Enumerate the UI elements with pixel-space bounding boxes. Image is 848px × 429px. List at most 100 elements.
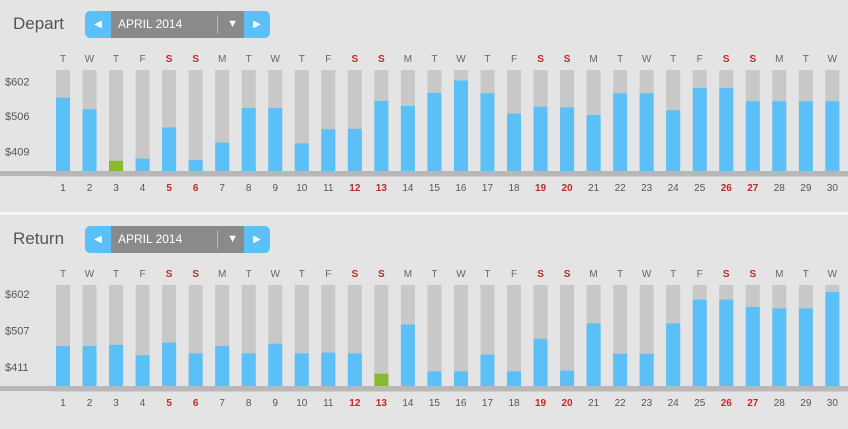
return-weekday-label: S (192, 269, 199, 280)
depart-price-bar[interactable] (268, 108, 283, 171)
return-price-bar[interactable] (188, 353, 203, 386)
return-weekday-label: F (511, 269, 517, 280)
return-price-bar[interactable] (586, 323, 601, 386)
return-weekday-label: S (378, 269, 385, 280)
depart-day-number: 2 (87, 183, 93, 194)
depart-price-bar[interactable] (692, 88, 707, 171)
depart-weekday-label: S (564, 54, 571, 65)
return-day-number: 22 (615, 398, 627, 409)
depart-price-bar[interactable] (798, 101, 813, 171)
depart-weekday-label: M (589, 54, 597, 65)
depart-price-bar[interactable] (639, 93, 654, 171)
return-price-bar[interactable] (507, 371, 522, 386)
return-price-bar[interactable] (533, 338, 548, 386)
return-price-bar[interactable] (745, 306, 760, 386)
return-price-bar[interactable] (798, 308, 813, 386)
return-price-bar[interactable] (453, 371, 468, 386)
depart-price-bar[interactable] (321, 129, 336, 171)
return-price-bar[interactable] (374, 373, 389, 386)
depart-weekday-label: T (431, 54, 437, 65)
depart-price-bar[interactable] (772, 101, 787, 171)
depart-price-bar[interactable] (294, 143, 309, 171)
depart-weekday-label: T (246, 54, 252, 65)
return-price-bar[interactable] (639, 353, 654, 386)
depart-price-bar[interactable] (480, 93, 495, 171)
return-price-bar[interactable] (268, 343, 283, 386)
return-price-bar[interactable] (772, 308, 787, 386)
return-weekday-label: S (564, 269, 571, 280)
depart-price-bar[interactable] (586, 115, 601, 171)
return-price-bar[interactable] (294, 353, 309, 386)
depart-price-bar[interactable] (82, 109, 97, 171)
return-day-number: 20 (562, 398, 574, 409)
return-prev-month-button[interactable]: ◀ (85, 226, 111, 253)
return-day-number: 26 (721, 398, 733, 409)
depart-day-number: 4 (140, 183, 146, 194)
return-day-number: 24 (668, 398, 680, 409)
panel-separator (0, 212, 848, 215)
depart-price-bar[interactable] (215, 142, 230, 171)
return-price-bar[interactable] (82, 346, 97, 386)
return-price-bar[interactable] (400, 324, 415, 386)
return-price-bar[interactable] (321, 352, 336, 386)
depart-price-bar[interactable] (400, 105, 415, 171)
depart-price-bar[interactable] (825, 101, 840, 171)
depart-price-bar[interactable] (374, 100, 389, 171)
return-price-bar[interactable] (427, 371, 442, 386)
depart-price-bar[interactable] (347, 128, 362, 171)
return-bar-track (374, 285, 389, 386)
depart-price-bar[interactable] (241, 108, 256, 171)
return-weekday-label: T (246, 269, 252, 280)
triangle-down-icon: ▼ (227, 233, 238, 245)
depart-price-bar[interactable] (453, 80, 468, 171)
depart-price-bar[interactable] (533, 106, 548, 171)
return-day-number: 1 (60, 398, 66, 409)
return-weekday-label: S (749, 269, 756, 280)
depart-weekday-label: F (511, 54, 517, 65)
return-price-bar[interactable] (56, 346, 70, 386)
depart-prev-month-button[interactable]: ◀ (85, 11, 111, 38)
depart-price-bar[interactable] (109, 160, 124, 171)
depart-price-bar[interactable] (666, 110, 681, 171)
return-weekday-label: F (697, 269, 703, 280)
return-price-bar[interactable] (135, 355, 150, 386)
depart-price-bar[interactable] (719, 88, 734, 171)
return-weekday-label: S (351, 269, 358, 280)
return-weekday-label: M (775, 269, 783, 280)
return-price-bar[interactable] (480, 354, 495, 386)
return-price-bar[interactable] (719, 299, 734, 386)
return-month-dropdown[interactable]: APRIL 2014 ▼ (111, 226, 244, 253)
return-day-number: 7 (219, 398, 225, 409)
return-next-month-button[interactable]: ▶ (244, 226, 270, 253)
return-price-bar[interactable] (692, 299, 707, 386)
return-baseline (0, 386, 848, 391)
depart-bar-track (109, 70, 124, 171)
return-price-bar[interactable] (241, 353, 256, 386)
depart-next-month-button[interactable]: ▶ (244, 11, 270, 38)
return-price-bar[interactable] (666, 323, 681, 386)
depart-price-bar[interactable] (427, 92, 442, 171)
depart-price-bar[interactable] (188, 160, 203, 171)
return-price-bar[interactable] (825, 291, 840, 386)
depart-month-dropdown[interactable]: APRIL 2014 ▼ (111, 11, 244, 38)
depart-price-bar[interactable] (162, 127, 177, 171)
depart-price-bar[interactable] (613, 93, 628, 171)
depart-price-bar[interactable] (560, 107, 575, 171)
caret-left-icon: ◀ (94, 19, 102, 30)
return-price-bar[interactable] (109, 344, 124, 386)
depart-price-bar[interactable] (507, 113, 522, 171)
return-price-bar[interactable] (215, 346, 230, 386)
return-price-bar[interactable] (560, 370, 575, 386)
depart-weekday-label: T (60, 54, 66, 65)
return-price-bar[interactable] (613, 353, 628, 386)
return-panel: Return ◀ APRIL 2014 ▼ ▶ $602 $507 $411 T 1 W 2… (0, 215, 848, 429)
return-weekday-label: M (589, 269, 597, 280)
return-price-bar[interactable] (347, 353, 362, 386)
depart-price-bar[interactable] (56, 97, 70, 171)
depart-price-bar[interactable] (135, 158, 150, 171)
return-day-number: 14 (402, 398, 414, 409)
return-price-bar[interactable] (162, 342, 177, 386)
depart-price-bar[interactable] (745, 101, 760, 171)
depart-weekday-label: M (218, 54, 226, 65)
depart-bar-track (188, 70, 203, 171)
